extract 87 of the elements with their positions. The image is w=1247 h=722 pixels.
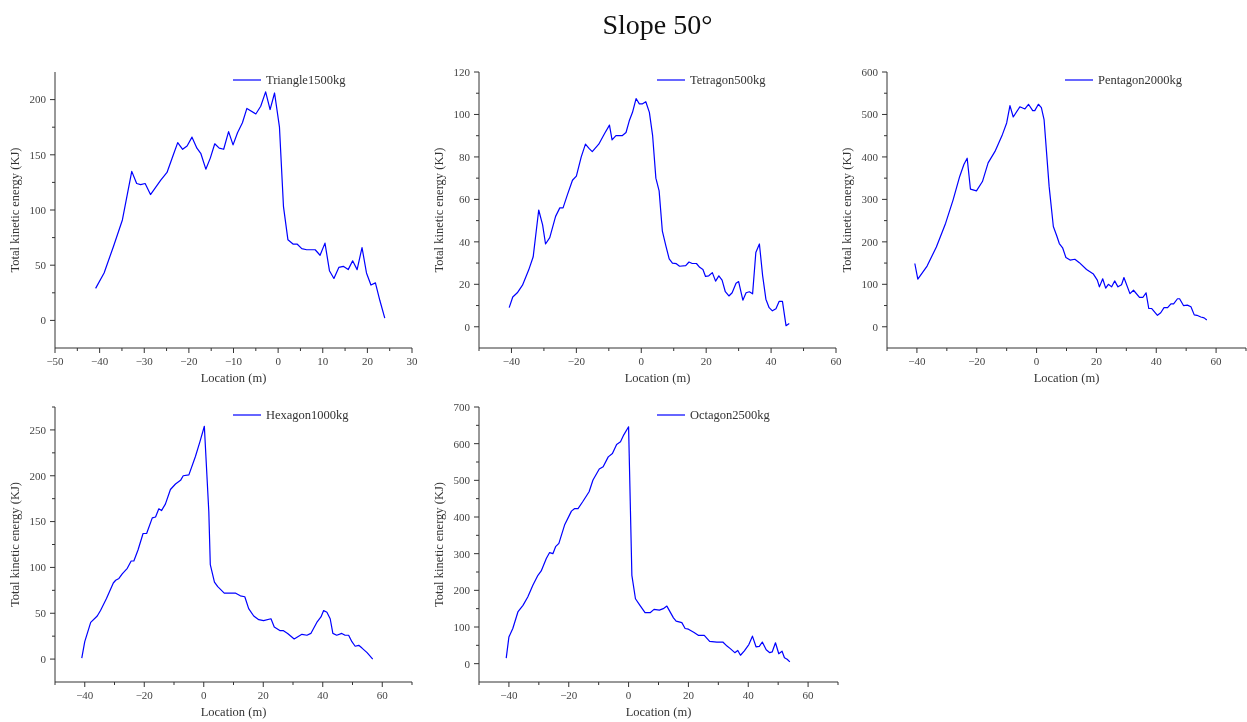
y-tick-label: 200 — [453, 584, 471, 597]
line-series — [508, 97, 790, 327]
x-axis-title: Location (m) — [1033, 371, 1100, 385]
x-axis-title: Location (m) — [200, 705, 267, 719]
y-tick-label: 0 — [464, 657, 471, 670]
x-tick-label: 0 — [1033, 355, 1040, 367]
x-tick-label: −40 — [76, 689, 94, 701]
y-tick-label: 60 — [459, 193, 471, 206]
y-tick-label: 400 — [861, 150, 879, 163]
y-tick-label: 0 — [40, 652, 47, 665]
x-tick-label: −20 — [968, 355, 986, 367]
y-tick-label: 0 — [872, 320, 879, 333]
x-tick-label: 20 — [700, 355, 713, 367]
x-tick-label: 40 — [1150, 355, 1163, 367]
x-axis-title: Location (m) — [200, 371, 267, 385]
legend-label: Hexagon1000kg — [266, 408, 350, 423]
chart-title: Slope 50° — [602, 9, 713, 40]
x-tick-label: −30 — [135, 355, 154, 367]
legend-label: Pentagon2000kg — [1098, 73, 1183, 88]
y-tick-label: 100 — [861, 278, 879, 291]
x-tick-label: 60 — [802, 689, 815, 701]
legend-label: Tetragon500kg — [690, 73, 767, 88]
y-tick-label: 20 — [459, 278, 471, 291]
y-axis-title: Total kinetic energy (KJ) — [840, 147, 854, 273]
y-tick-label: 100 — [29, 203, 47, 216]
y-tick-label: 200 — [29, 469, 47, 482]
y-tick-label: 300 — [861, 193, 879, 206]
x-tick-label: −20 — [180, 355, 198, 367]
y-tick-label: 250 — [29, 423, 47, 436]
y-tick-label: 50 — [35, 607, 47, 620]
y-tick-label: 0 — [464, 320, 471, 333]
x-tick-label: 0 — [201, 689, 207, 701]
line-series — [81, 425, 374, 660]
y-tick-label: 150 — [29, 515, 47, 528]
x-tick-label: −40 — [91, 355, 109, 367]
x-tick-label: −10 — [224, 355, 243, 367]
line-series — [95, 91, 386, 319]
x-tick-label: 60 — [376, 689, 389, 701]
y-axis-title: Total kinetic energy (KJ) — [8, 147, 22, 273]
legend-label: Triangle1500kg — [266, 73, 347, 88]
y-axis-title: Total kinetic energy (KJ) — [432, 482, 446, 607]
x-tick-label: 30 — [406, 355, 418, 367]
y-axis-title: Total kinetic energy (KJ) — [432, 147, 446, 273]
line-series — [505, 426, 791, 663]
y-tick-label: 200 — [29, 93, 47, 106]
x-tick-label: 20 — [682, 689, 695, 701]
y-tick-label: 100 — [29, 561, 47, 574]
line-series — [914, 103, 1208, 321]
x-axis-title: Location (m) — [625, 705, 692, 719]
y-axis-title: Total kinetic energy (KJ) — [8, 482, 22, 607]
x-tick-label: −20 — [560, 689, 578, 701]
y-tick-label: 150 — [29, 148, 47, 161]
x-tick-label: 60 — [830, 355, 842, 367]
x-tick-label: 60 — [1210, 355, 1223, 367]
x-tick-label: 20 — [361, 355, 374, 367]
y-tick-label: 300 — [453, 547, 471, 560]
y-tick-label: 0 — [40, 314, 47, 327]
x-tick-label: 10 — [317, 355, 329, 367]
x-tick-label: 20 — [257, 689, 270, 701]
x-tick-label: 40 — [317, 689, 329, 701]
x-tick-label: −20 — [135, 689, 154, 701]
y-tick-label: 40 — [459, 235, 471, 248]
y-tick-label: 50 — [35, 259, 47, 272]
x-tick-label: 40 — [742, 689, 755, 701]
y-tick-label: 600 — [453, 437, 471, 450]
x-tick-label: 0 — [638, 355, 645, 367]
x-tick-label: 0 — [275, 355, 282, 367]
y-tick-label: 700 — [453, 400, 471, 413]
y-tick-label: 500 — [453, 474, 471, 487]
y-tick-label: 600 — [861, 65, 879, 78]
x-tick-label: −20 — [567, 355, 586, 367]
x-tick-label: −50 — [46, 355, 65, 367]
y-tick-label: 80 — [459, 150, 471, 163]
x-tick-label: −40 — [502, 355, 521, 367]
y-tick-label: 100 — [453, 108, 471, 121]
x-tick-label: 20 — [1090, 355, 1103, 367]
y-tick-label: 500 — [861, 108, 879, 121]
x-tick-label: −40 — [500, 689, 519, 701]
y-tick-label: 400 — [453, 510, 471, 523]
x-tick-label: 40 — [765, 355, 778, 367]
y-tick-label: 200 — [861, 235, 879, 248]
x-tick-label: −40 — [908, 355, 927, 367]
x-tick-label: 0 — [625, 689, 632, 701]
y-tick-label: 120 — [453, 65, 471, 78]
x-axis-title: Location (m) — [624, 371, 691, 385]
y-tick-label: 100 — [453, 620, 471, 633]
legend-label: Octagon2500kg — [690, 408, 771, 423]
